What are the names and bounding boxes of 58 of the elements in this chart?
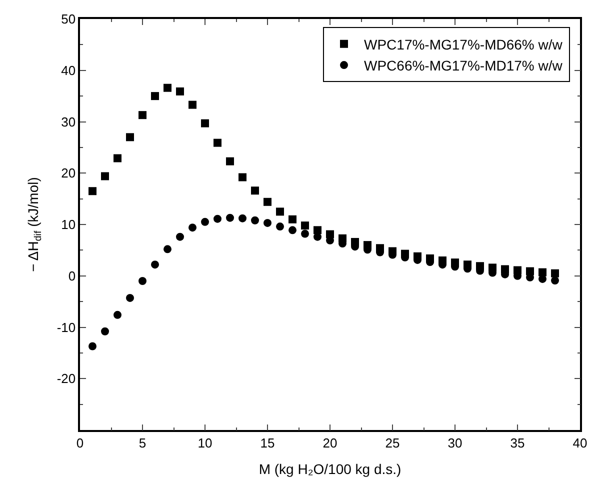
- x-tick-label: 25: [385, 435, 400, 450]
- point: [201, 218, 209, 226]
- point: [138, 277, 146, 286]
- point: [151, 260, 159, 269]
- point: [188, 100, 196, 109]
- point: [176, 232, 184, 241]
- point: [226, 214, 234, 222]
- point: [114, 154, 122, 162]
- point: [101, 327, 109, 336]
- x-tick-label: 20: [322, 435, 338, 450]
- y-tick-label: -20: [56, 371, 76, 386]
- point: [214, 214, 222, 223]
- point: [176, 87, 184, 96]
- point: [551, 276, 559, 284]
- y-tick-label: 10: [61, 217, 76, 232]
- y-tick-label: 40: [61, 62, 76, 78]
- point: [264, 198, 272, 206]
- x-tick-label: 5: [138, 435, 146, 450]
- point: [188, 224, 196, 232]
- y-tick-label: -10: [56, 320, 76, 335]
- x-tick-label: 15: [260, 435, 275, 450]
- point: [288, 215, 296, 224]
- point: [126, 294, 134, 302]
- point: [126, 133, 134, 142]
- x-tick-label: 30: [448, 435, 462, 450]
- point: [264, 218, 272, 227]
- x-tick-label: 40: [572, 435, 588, 450]
- point: [301, 222, 309, 230]
- point: [251, 216, 259, 224]
- point: [214, 138, 222, 147]
- point: [201, 119, 209, 128]
- point: [276, 208, 284, 216]
- point: [88, 187, 96, 196]
- point: [301, 230, 309, 238]
- point: [164, 245, 172, 254]
- point: [101, 172, 109, 180]
- point: [226, 157, 234, 166]
- point: [138, 111, 146, 120]
- point: [164, 84, 172, 92]
- point: [551, 269, 559, 278]
- point: [288, 226, 296, 234]
- x-axis-title: M (kg H₂O/100 kg d.s.): [258, 461, 402, 478]
- y-tick-label: 0: [68, 268, 76, 284]
- x-tick-label: 35: [510, 435, 525, 450]
- y-tick-label: 20: [61, 166, 76, 181]
- point: [314, 226, 322, 234]
- point: [151, 92, 159, 100]
- point: [238, 173, 246, 182]
- x-tick-label: 10: [198, 435, 212, 450]
- point: [251, 186, 259, 195]
- point: [238, 214, 246, 222]
- point: [276, 222, 284, 231]
- y-tick-label: 50: [61, 12, 76, 27]
- point: [88, 342, 96, 350]
- y-tick-label: 30: [61, 114, 76, 130]
- legend-label: WPC66%-MG17%-MD17% w/w: [364, 57, 564, 74]
- point: [114, 310, 122, 319]
- legend-label: WPC17%-MG17%-MD66% w/w: [364, 36, 564, 52]
